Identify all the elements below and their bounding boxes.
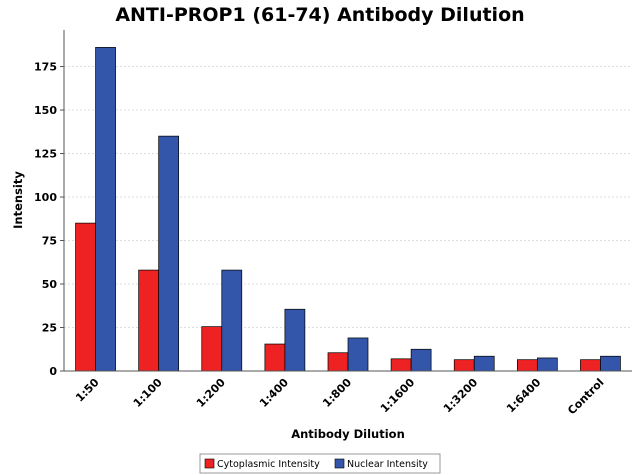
bar-nuclear	[410, 348, 432, 372]
y-tick-label: 75	[42, 235, 57, 248]
bar-cytoplasmic	[390, 358, 412, 372]
x-tick-label: 1:1600	[378, 376, 418, 416]
bar-cytoplasmic	[201, 326, 223, 372]
x-tick-label: 1:100	[131, 376, 165, 410]
bar-cytoplasmic	[580, 359, 601, 372]
bar-cytoplasmic	[138, 269, 160, 372]
x-axis-ticks: 1:50 1:100 1:200 1:400 1:800 1:1600 1:3200 1:64…	[73, 376, 606, 418]
bar-cytoplasmic	[264, 343, 286, 372]
x-axis-label: Antibody Dilution	[291, 427, 405, 441]
legend: Cytoplasmic Intensity Nuclear Intensity	[199, 453, 441, 474]
chart-title: ANTI-PROP1 (61-74) Antibody Dilution	[115, 4, 524, 26]
x-tick-label: 1:6400	[504, 376, 544, 416]
bar-nuclear	[473, 355, 495, 372]
x-tick-label: 1:3200	[441, 376, 481, 416]
y-tick-label: 175	[34, 61, 57, 74]
y-tick-label: 100	[34, 191, 57, 204]
grid	[64, 66, 632, 329]
y-tick-label: 125	[34, 148, 57, 161]
bars	[75, 47, 621, 372]
bar-nuclear	[284, 308, 306, 372]
x-tick-label: 1:800	[320, 376, 354, 410]
y-tick-label: 50	[42, 278, 58, 291]
y-axis-label: Intensity	[11, 171, 25, 229]
x-tick-label: 1:50	[73, 376, 102, 405]
x-tick-label: Control	[565, 376, 606, 417]
x-tick-label: 1:400	[257, 376, 291, 410]
bar-nuclear	[347, 337, 369, 372]
bar-cytoplasmic	[516, 359, 538, 372]
bar-nuclear	[536, 357, 558, 372]
y-tick-label: 25	[42, 322, 57, 335]
bar-nuclear	[95, 47, 116, 372]
x-tick-label: 1:200	[194, 376, 228, 410]
legend-box	[199, 453, 441, 474]
bar-cytoplasmic	[327, 352, 349, 372]
bar-cytoplasmic	[75, 222, 96, 372]
y-tick-label: 150	[34, 104, 57, 117]
legend-label-nuclear: Nuclear Intensity	[347, 459, 428, 470]
bar-cytoplasmic	[453, 359, 475, 372]
bar-nuclear	[600, 355, 621, 372]
bar-nuclear	[158, 135, 180, 372]
y-axis-ticks: 0 25 50 75 100 125 150 175	[34, 61, 64, 378]
y-tick-label: 0	[49, 365, 57, 378]
legend-label-cytoplasmic: Cytoplasmic Intensity	[217, 459, 320, 470]
legend-swatch-nuclear	[334, 458, 345, 469]
bar-nuclear	[221, 269, 243, 372]
legend-swatch-cytoplasmic	[204, 458, 215, 469]
